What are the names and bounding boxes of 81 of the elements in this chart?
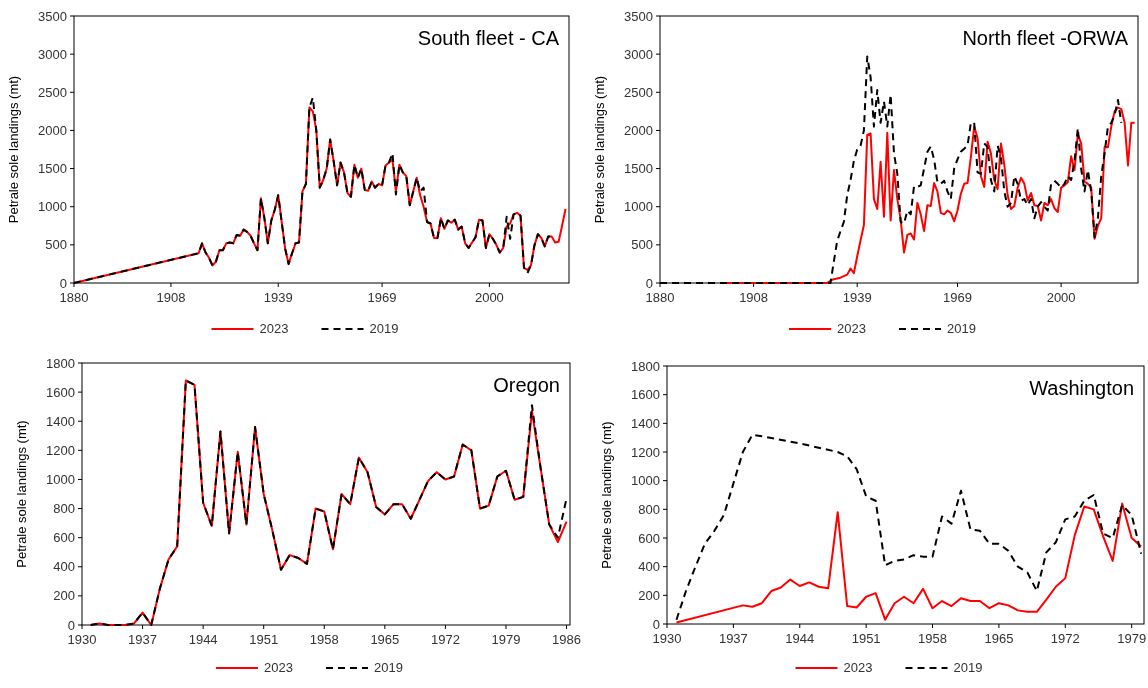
x-tick-label: 1972	[430, 632, 460, 647]
text: North fleet -ORWA	[962, 27, 1129, 49]
x-tick-label: 2000	[1046, 290, 1076, 305]
x-tick-label: 1930	[67, 632, 97, 647]
y-tick-label: 0	[67, 617, 75, 633]
y-tick-label: 1200	[46, 442, 75, 458]
y-tick-label: 0	[645, 275, 653, 291]
x-tick-label: 1986	[552, 632, 581, 647]
y-tick-label: 200	[638, 587, 660, 603]
y-tick-label: 2000	[624, 122, 653, 138]
x-tick-label: 1939	[842, 290, 872, 305]
x-tick-label: 1958	[918, 631, 947, 646]
x-tick-label: 1944	[785, 631, 815, 646]
y-axis-title: Petrale sole landings (mt)	[6, 75, 21, 224]
x-tick-label: 1951	[851, 631, 881, 646]
x-tick-label: 1880	[59, 290, 89, 305]
x-tick-label: 1965	[370, 632, 400, 647]
legend-label: 2019	[374, 660, 403, 675]
y-tick-label: 3500	[38, 8, 67, 24]
y-tick-label: 1600	[46, 384, 75, 400]
y-tick-label: 500	[631, 237, 653, 253]
x-tick-label: 1979	[491, 632, 521, 647]
y-tick-label: 2000	[38, 122, 67, 138]
x-tick-label: 1979	[1117, 631, 1147, 646]
y-tick-label: 3500	[624, 8, 653, 24]
y-axis-title: Petrale sole landings (mt)	[592, 75, 607, 224]
y-tick-label: 1600	[631, 387, 660, 403]
y-tick-label: 3000	[624, 46, 653, 62]
x-tick-label: 1937	[128, 632, 158, 647]
x-tick-label: 1969	[943, 290, 972, 305]
x-tick-label: 1930	[652, 631, 682, 646]
line-series	[725, 106, 1136, 284]
x-tick-label: 1944	[188, 632, 218, 647]
legend-label: 2019	[369, 321, 399, 336]
y-tick-label: 400	[53, 559, 75, 575]
legend-label: 2019	[953, 660, 983, 675]
x-tick-label: 1937	[718, 631, 748, 646]
y-tick-label: 500	[45, 237, 67, 253]
x-tick-label: 1939	[263, 290, 293, 305]
y-tick-label: 1000	[38, 199, 67, 215]
x-tick-label: 1965	[984, 631, 1014, 646]
y-tick-label: 1800	[46, 355, 75, 371]
y-tick-label: 400	[638, 559, 660, 575]
y-tick-label: 3000	[38, 46, 67, 62]
text: South fleet - CA	[417, 27, 560, 49]
y-tick-label: 1200	[631, 444, 660, 460]
y-axis-title: Petrale sole landings (mt)	[14, 420, 29, 568]
y-tick-label: 600	[53, 530, 75, 546]
x-tick-label: 1951	[249, 632, 279, 647]
y-tick-label: 1000	[631, 473, 660, 489]
y-tick-label: 200	[53, 588, 75, 604]
x-tick-label: 1880	[645, 290, 675, 305]
legend-label: 2023	[843, 660, 873, 675]
x-tick-label: 1972	[1050, 631, 1080, 646]
x-tick-label: 1908	[156, 290, 186, 305]
legend-label: 2019	[947, 321, 976, 336]
y-tick-label: 0	[652, 616, 660, 632]
line-series	[675, 502, 1143, 624]
y-tick-label: 1500	[624, 161, 653, 177]
text: Washington	[1029, 377, 1134, 399]
y-tick-label: 800	[638, 501, 660, 517]
y-tick-label: 600	[638, 530, 660, 546]
text: Oregon	[493, 374, 560, 396]
x-tick-label: 1969	[367, 290, 397, 305]
legend-label: 2023	[264, 660, 293, 675]
x-tick-label: 1908	[739, 290, 769, 305]
y-tick-label: 1800	[631, 358, 660, 374]
y-tick-label: 1400	[631, 415, 660, 431]
y-tick-label: 1000	[624, 199, 653, 215]
x-tick-label: 2000	[474, 290, 504, 305]
y-tick-label: 1400	[46, 413, 75, 429]
y-tick-label: 2500	[624, 84, 653, 100]
y-axis-title: Petrale sole landings (mt)	[599, 421, 614, 569]
y-tick-label: 2500	[38, 84, 67, 100]
legend-label: 2023	[837, 321, 866, 336]
y-tick-label: 0	[59, 275, 67, 291]
legend-label: 2023	[259, 321, 289, 336]
y-tick-label: 1500	[38, 161, 67, 177]
y-tick-label: 1000	[46, 471, 75, 487]
x-tick-label: 1958	[309, 632, 339, 647]
y-tick-label: 800	[53, 501, 75, 517]
